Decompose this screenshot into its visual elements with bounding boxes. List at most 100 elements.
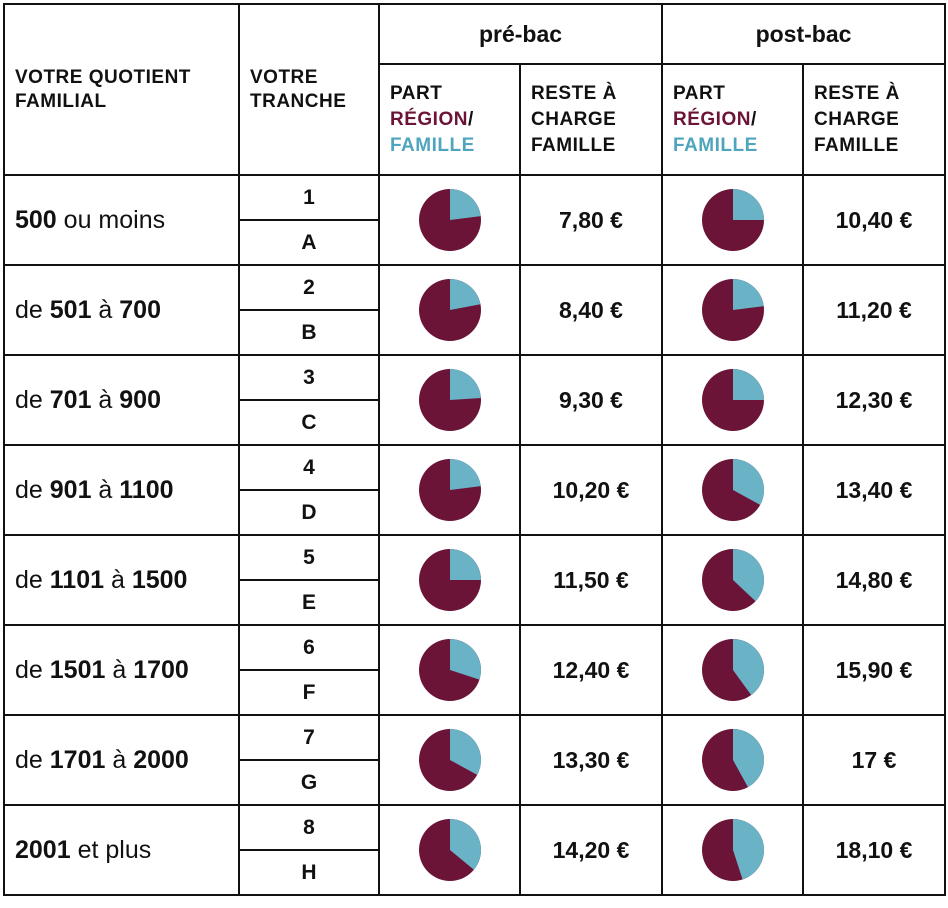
pie-slice-famille xyxy=(449,549,481,580)
reste-prebac: 9,30 € xyxy=(519,354,663,446)
quotient-cell: de 701 à 900 xyxy=(3,354,240,446)
pie-slice-famille xyxy=(732,279,764,310)
reste-prebac: 14,20 € xyxy=(519,804,663,896)
pie-slice-famille xyxy=(449,279,480,310)
qf-high: 900 xyxy=(119,385,161,414)
qf-high: 1100 xyxy=(119,475,174,504)
region-label: RÉGION xyxy=(673,108,751,130)
pie-slice-famille xyxy=(449,189,481,220)
table-row: de 1701 à 2000 7 13,30 €17 € xyxy=(3,714,946,806)
qf-low: 1701 xyxy=(49,745,106,774)
pie-slice-famille xyxy=(449,729,481,775)
pie-cell-prebac xyxy=(378,354,521,446)
slash-label: / xyxy=(750,108,757,130)
qf-low: 500 xyxy=(15,205,57,234)
reste-line2: CHARGE xyxy=(531,108,617,130)
pie-slice-famille xyxy=(449,459,481,490)
pie-chart-prebac xyxy=(418,639,481,701)
tranche-letter: A xyxy=(238,219,380,266)
reste-line2: CHARGE xyxy=(814,108,900,130)
table-row: 2001 et plus 8 14,20 €18,10 € xyxy=(3,804,946,896)
quotient-cell: de 501 à 700 xyxy=(3,264,240,356)
qf-high: 1500 xyxy=(131,565,188,594)
reste-line1: RESTE À xyxy=(814,82,900,104)
tranche-letter: C xyxy=(238,399,380,446)
qf-low: 901 xyxy=(49,475,92,504)
reste-line3: FAMILLE xyxy=(814,134,899,156)
table-row-lower: E xyxy=(4,579,945,626)
tranche-number: 4 xyxy=(238,444,380,491)
pie-slice-famille xyxy=(449,639,481,680)
qf-low: 1101 xyxy=(49,565,105,594)
pie-chart-prebac xyxy=(418,459,481,521)
famille-label: FAMILLE xyxy=(673,134,758,156)
reste-prebac: 8,40 € xyxy=(519,264,663,356)
pie-cell-prebac xyxy=(378,714,521,806)
reste-postbac: 17 € xyxy=(802,714,946,806)
pie-cell-postbac xyxy=(661,714,804,806)
pie-slice-famille xyxy=(732,459,764,505)
table-row: de 901 à 1100 4 10,20 €13,40 € xyxy=(3,444,946,536)
pie-cell-postbac xyxy=(661,444,804,536)
pie-chart-prebac xyxy=(418,729,481,791)
pie-cell-postbac xyxy=(661,354,804,446)
quotient-cell: de 901 à 1100 xyxy=(3,444,240,536)
reste-postbac: 11,20 € xyxy=(802,264,946,356)
reste-postbac: 18,10 € xyxy=(802,804,946,896)
quotient-cell: de 1701 à 2000 xyxy=(3,714,240,806)
reste-line3: FAMILLE xyxy=(531,134,616,156)
qf-prefix: de xyxy=(15,475,50,504)
pie-chart-postbac xyxy=(701,189,764,251)
header-part-postbac: PART RÉGION/ FAMILLE xyxy=(661,63,804,176)
table-row-lower: D xyxy=(4,489,945,536)
pie-cell-postbac xyxy=(661,534,804,626)
header-quotient-line1: VOTRE QUOTIENT xyxy=(15,66,191,88)
qf-high: 700 xyxy=(119,295,161,324)
qf-low: 2001 xyxy=(15,835,71,864)
pie-cell-postbac xyxy=(661,264,804,356)
tranche-number: 3 xyxy=(238,354,380,401)
header-tranche: VOTRE TRANCHE xyxy=(238,3,380,176)
pie-cell-postbac xyxy=(661,804,804,896)
header-reste-prebac: RESTE À CHARGE FAMILLE xyxy=(519,63,663,176)
table-row: de 701 à 900 3 9,30 €12,30 € xyxy=(3,354,946,446)
qf-prefix: de xyxy=(15,655,50,684)
qf-prefix: de xyxy=(15,565,50,594)
table-row-lower: C xyxy=(4,399,945,446)
qf-prefix: de xyxy=(15,385,50,414)
pie-chart-postbac xyxy=(701,549,764,611)
table-row: de 1501 à 1700 6 12,40 €15,90 € xyxy=(3,624,946,716)
tranche-letter: F xyxy=(238,669,380,716)
qf-middle: à xyxy=(91,295,120,324)
pie-slice-famille xyxy=(732,369,764,400)
qf-low: 1501 xyxy=(49,655,106,684)
pie-slice-famille xyxy=(732,639,764,696)
header-part-prebac: PART RÉGION/ FAMILLE xyxy=(378,63,521,176)
pie-cell-prebac xyxy=(378,264,521,356)
pie-chart-prebac xyxy=(418,279,481,341)
header-tranche-line2: TRANCHE xyxy=(250,90,347,112)
part-label: PART xyxy=(673,82,726,104)
qf-prefix: de xyxy=(15,295,50,324)
tranche-number: 6 xyxy=(238,624,380,671)
pie-chart-postbac xyxy=(701,369,764,431)
header-group-postbac: post-bac xyxy=(661,3,946,65)
tranche-number: 8 xyxy=(238,804,380,851)
region-label: RÉGION xyxy=(390,108,468,130)
reste-postbac: 15,90 € xyxy=(802,624,946,716)
qf-middle: à xyxy=(91,385,120,414)
table-row-lower: G xyxy=(4,759,945,806)
slash-label: / xyxy=(467,108,474,130)
qf-middle: ou moins xyxy=(56,205,166,234)
table-row: de 501 à 700 2 8,40 €11,20 € xyxy=(3,264,946,356)
reste-postbac: 14,80 € xyxy=(802,534,946,626)
qf-middle: à xyxy=(105,745,134,774)
reste-prebac: 7,80 € xyxy=(519,174,663,266)
reste-line1: RESTE À xyxy=(531,82,617,104)
tranche-letter: G xyxy=(238,759,380,806)
reste-prebac: 11,50 € xyxy=(519,534,663,626)
header-group-prebac: pré-bac xyxy=(378,3,663,65)
quotient-cell: de 1101 à 1500 xyxy=(3,534,240,626)
header-quotient-line2: FAMILIAL xyxy=(15,90,107,112)
